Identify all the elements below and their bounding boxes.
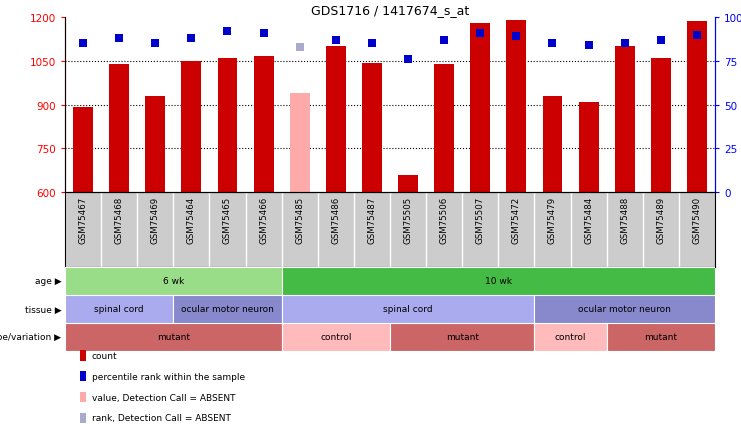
Bar xyxy=(471,24,491,193)
Text: GSM75467: GSM75467 xyxy=(79,196,87,243)
Bar xyxy=(615,47,634,193)
Point xyxy=(655,37,667,44)
Point xyxy=(619,41,631,48)
Text: GSM75484: GSM75484 xyxy=(584,196,593,243)
Text: percentile rank within the sample: percentile rank within the sample xyxy=(92,372,245,381)
Bar xyxy=(687,22,707,193)
Point xyxy=(547,41,559,48)
Bar xyxy=(65,295,173,323)
Text: age ▶: age ▶ xyxy=(35,277,62,286)
Point xyxy=(474,30,486,37)
Bar xyxy=(362,64,382,193)
Point xyxy=(185,36,197,43)
Bar xyxy=(326,47,346,193)
Text: mutant: mutant xyxy=(157,333,190,342)
Point xyxy=(366,41,378,48)
Bar xyxy=(282,323,390,351)
Point xyxy=(330,37,342,44)
Point xyxy=(691,32,703,39)
Text: GSM75466: GSM75466 xyxy=(259,196,268,243)
Text: GSM75489: GSM75489 xyxy=(657,196,665,243)
Text: GSM75505: GSM75505 xyxy=(404,196,413,243)
Point xyxy=(402,56,414,63)
Point xyxy=(293,44,305,51)
Point xyxy=(77,41,89,48)
Text: GSM75490: GSM75490 xyxy=(692,196,702,243)
Text: 6 wk: 6 wk xyxy=(163,277,184,286)
Bar xyxy=(282,295,534,323)
Text: 10 wk: 10 wk xyxy=(485,277,512,286)
Bar xyxy=(173,295,282,323)
Bar xyxy=(534,295,715,323)
Text: GSM75472: GSM75472 xyxy=(512,196,521,243)
Bar xyxy=(290,94,310,193)
Text: rank, Detection Call = ABSENT: rank, Detection Call = ABSENT xyxy=(92,414,230,423)
Text: ocular motor neuron: ocular motor neuron xyxy=(181,305,274,314)
Point xyxy=(582,43,594,49)
Bar xyxy=(145,96,165,193)
Text: GSM75465: GSM75465 xyxy=(223,196,232,243)
Text: ocular motor neuron: ocular motor neuron xyxy=(578,305,671,314)
Point xyxy=(113,36,125,43)
Text: GSM75486: GSM75486 xyxy=(331,196,340,243)
Text: mutant: mutant xyxy=(645,333,677,342)
Bar xyxy=(65,267,282,295)
Text: spinal cord: spinal cord xyxy=(94,305,144,314)
Text: control: control xyxy=(555,333,586,342)
Point xyxy=(511,34,522,41)
Bar xyxy=(65,323,282,351)
Bar xyxy=(651,59,671,193)
Text: GSM75469: GSM75469 xyxy=(150,196,160,243)
Bar xyxy=(182,62,202,193)
Bar xyxy=(534,323,607,351)
Text: mutant: mutant xyxy=(446,333,479,342)
Point xyxy=(222,29,233,36)
Bar xyxy=(506,21,526,193)
Text: spinal cord: spinal cord xyxy=(383,305,433,314)
Bar xyxy=(607,323,715,351)
Bar xyxy=(434,65,454,193)
Text: GSM75468: GSM75468 xyxy=(115,196,124,243)
Bar xyxy=(73,107,93,193)
Title: GDS1716 / 1417674_s_at: GDS1716 / 1417674_s_at xyxy=(311,4,469,17)
Text: GSM75464: GSM75464 xyxy=(187,196,196,243)
Bar xyxy=(579,103,599,193)
Bar xyxy=(282,267,715,295)
Text: count: count xyxy=(92,351,117,360)
Text: GSM75488: GSM75488 xyxy=(620,196,629,243)
Bar xyxy=(542,96,562,193)
Text: GSM75485: GSM75485 xyxy=(295,196,305,243)
Point xyxy=(150,41,162,48)
Bar xyxy=(253,57,273,193)
Text: tissue ▶: tissue ▶ xyxy=(24,305,62,314)
Text: GSM75507: GSM75507 xyxy=(476,196,485,243)
Text: GSM75487: GSM75487 xyxy=(368,196,376,243)
Point xyxy=(258,30,270,37)
Text: GSM75506: GSM75506 xyxy=(439,196,448,243)
Text: genotype/variation ▶: genotype/variation ▶ xyxy=(0,333,62,342)
Text: value, Detection Call = ABSENT: value, Detection Call = ABSENT xyxy=(92,393,235,402)
Text: control: control xyxy=(320,333,351,342)
Text: GSM75479: GSM75479 xyxy=(548,196,557,243)
Bar xyxy=(398,175,418,193)
Bar xyxy=(109,65,129,193)
Bar xyxy=(390,323,534,351)
Bar xyxy=(218,59,237,193)
Point xyxy=(438,37,450,44)
